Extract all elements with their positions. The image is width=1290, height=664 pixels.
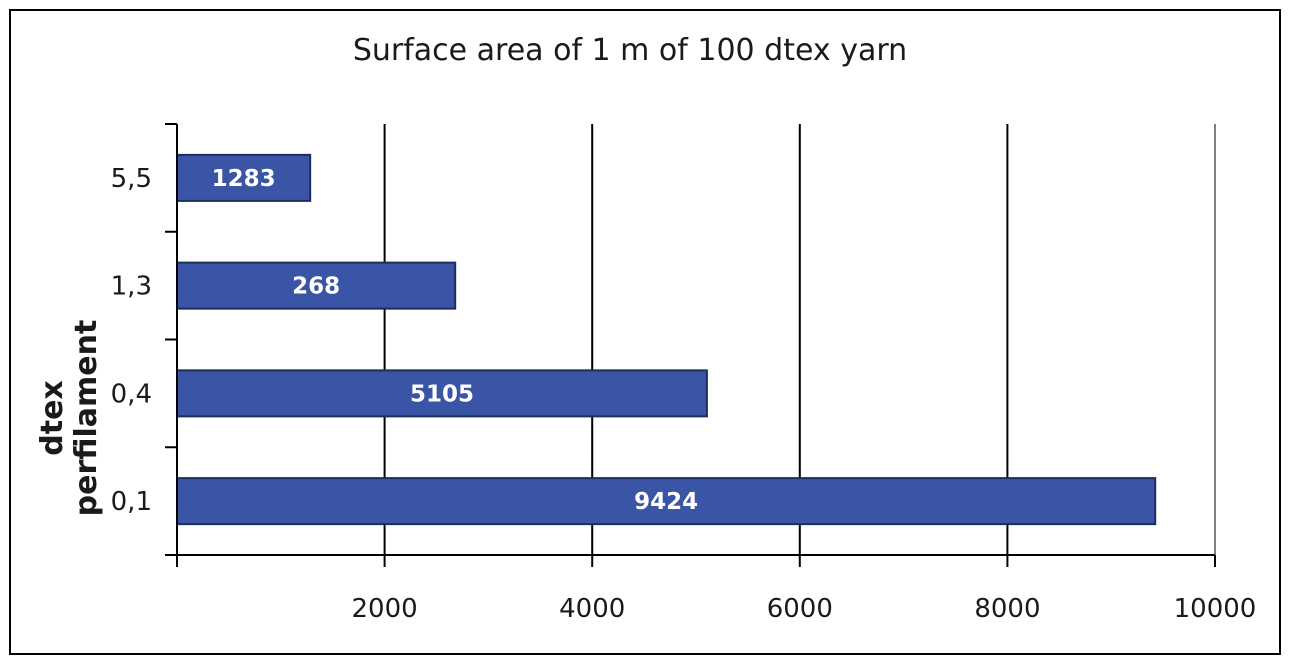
- x-tick-label: 10000: [1174, 594, 1257, 624]
- chart-title: Surface area of 1 m of 100 dtex yarn: [353, 33, 907, 68]
- chart-border: [9, 9, 1281, 655]
- x-tick-label: 2000: [352, 594, 418, 624]
- y-axis-label-line-1: dtex: [35, 380, 70, 456]
- bar-data-label: 268: [292, 274, 340, 300]
- x-tick-label: 4000: [559, 594, 625, 624]
- y-category-label: 0,1: [111, 487, 152, 517]
- y-axis-label-line-2: perfilament: [69, 320, 104, 517]
- bar-data-label: 1283: [212, 166, 276, 192]
- bar: [176, 153, 312, 202]
- axes: 2000 4000 6000 8000 10000 5,5 1,3 0,4 0,1: [111, 123, 1257, 624]
- bar: [176, 477, 1157, 526]
- bar-data-label: 5105: [410, 381, 474, 407]
- bars: 1283 268 5105 9424: [176, 153, 1157, 526]
- x-tick-label: 6000: [767, 594, 833, 624]
- y-category-label: 5,5: [111, 164, 152, 194]
- x-tick-label: 8000: [974, 594, 1040, 624]
- bar-data-label: 9424: [634, 489, 698, 515]
- y-category-label: 1,3: [111, 272, 152, 302]
- y-category-label: 0,4: [111, 379, 152, 409]
- y-axis-label: dtex perfilament: [35, 320, 104, 517]
